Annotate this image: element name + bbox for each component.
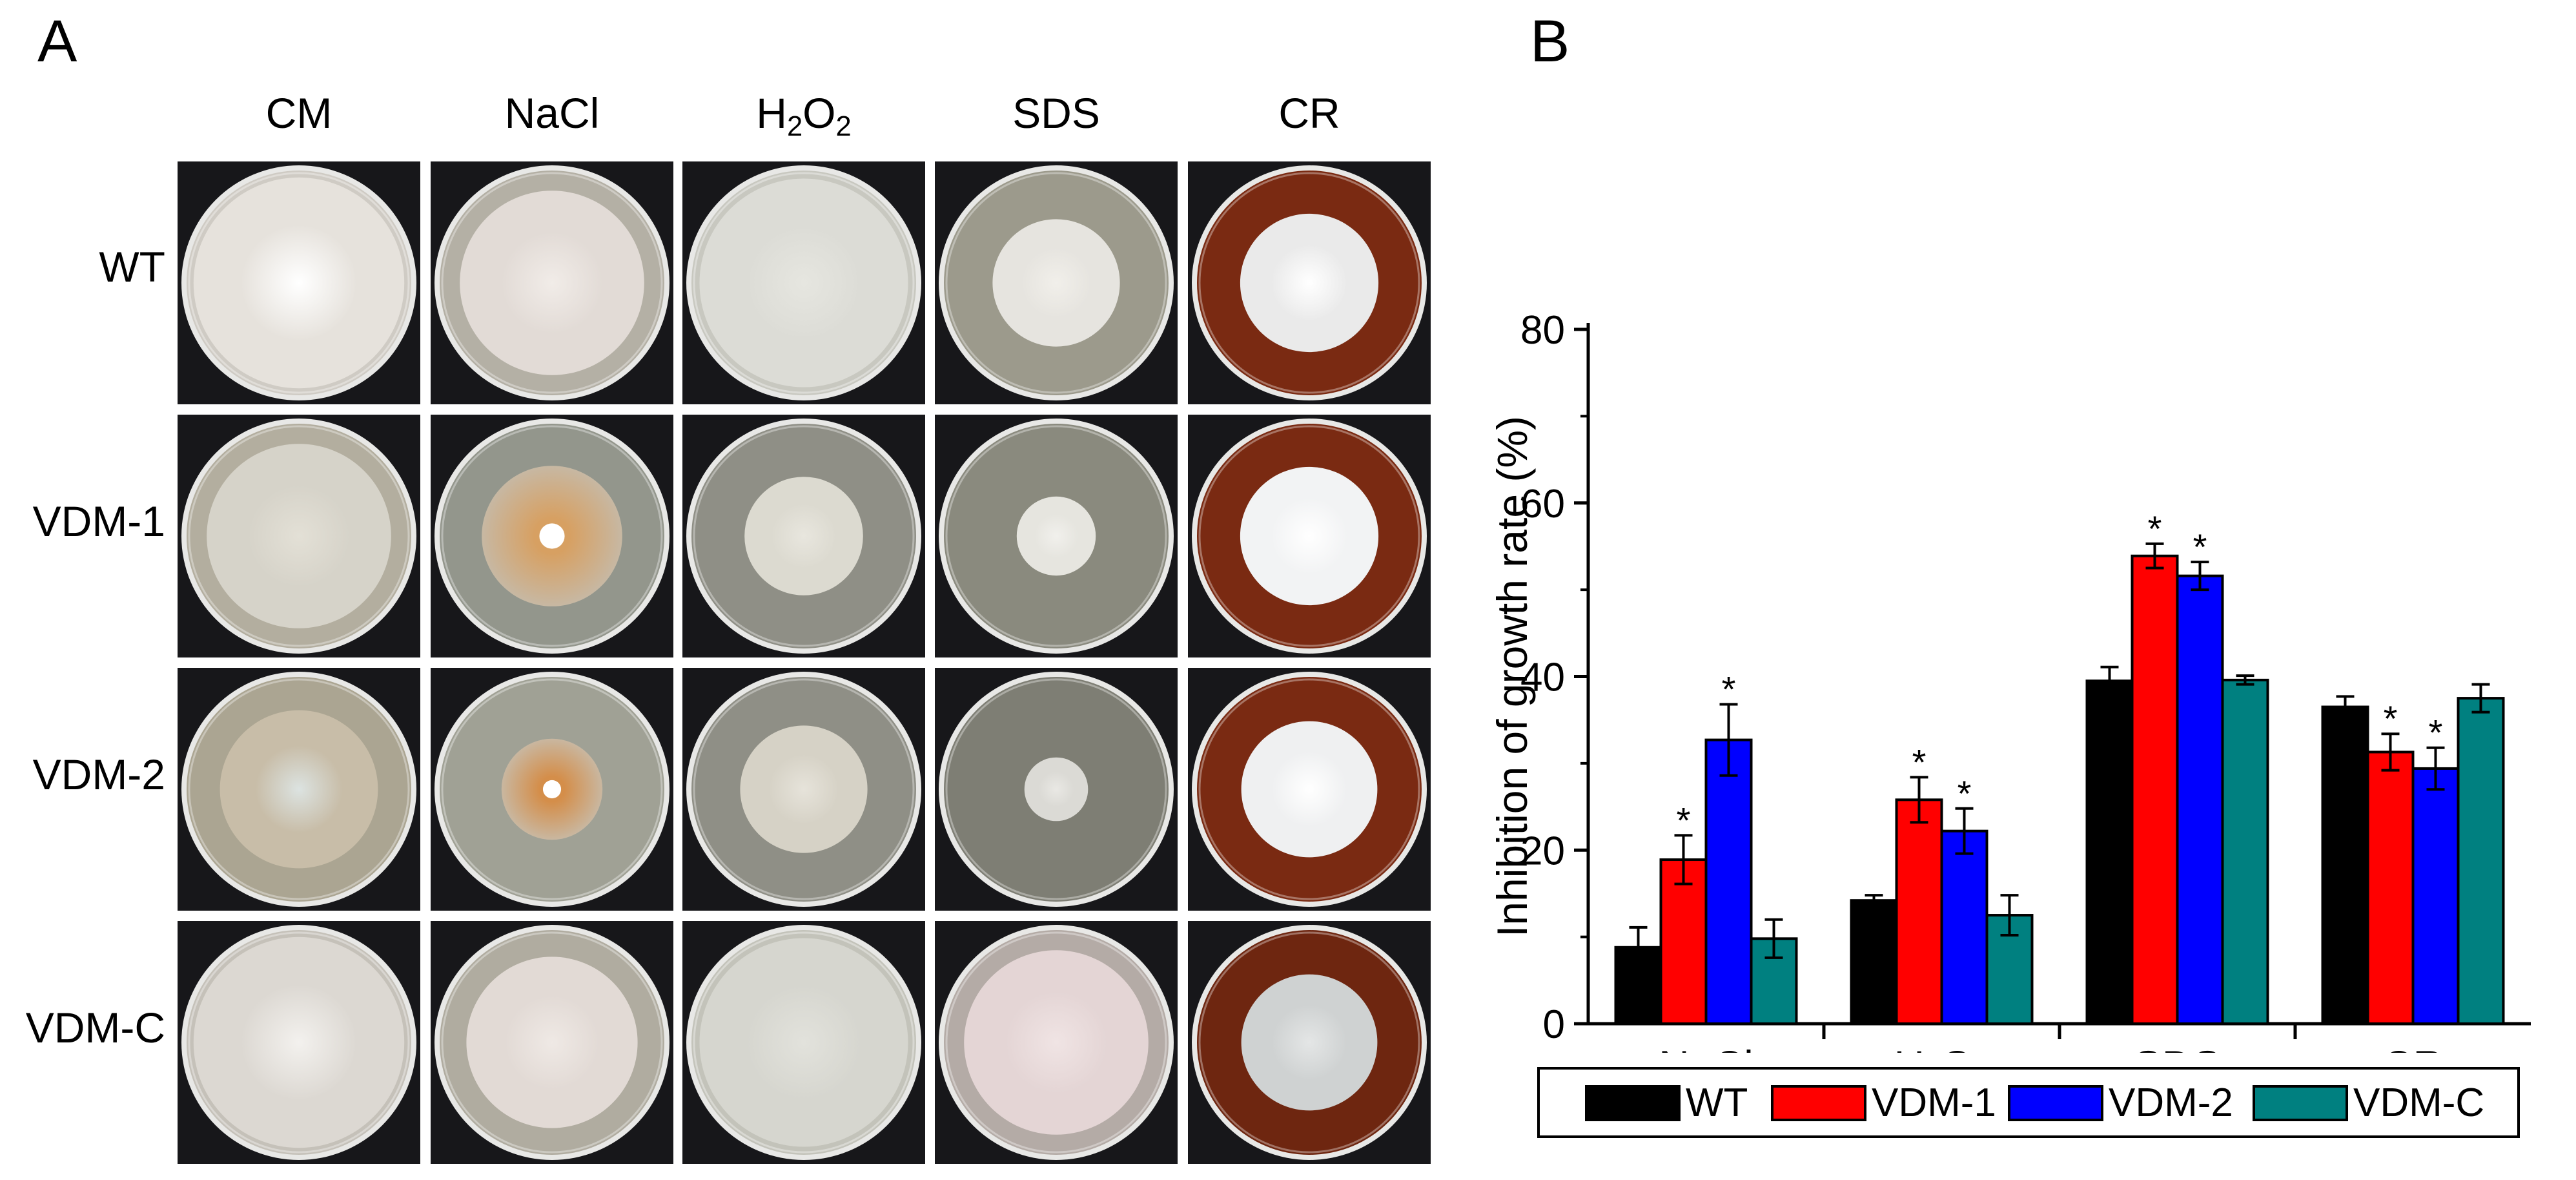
bar-wt-2: [2085, 679, 2134, 1025]
legend-label-vdm-c: VDM-C: [2353, 1081, 2485, 1125]
bar-vdm-c-3: [2457, 697, 2505, 1025]
x-tick-label: H2O2: [1894, 1042, 1990, 1053]
y-tick-label: 20: [1520, 829, 1565, 873]
column-header-cr: CR: [1278, 89, 1340, 137]
significance-mark: *: [1677, 800, 1691, 840]
fungal-colony: [964, 950, 1149, 1135]
plate-vdm-1-cr: [1188, 415, 1431, 657]
chart-legend: WT VDM-1 VDM-2 VDM-C: [1537, 1067, 2520, 1138]
plate-vdm-2-nacl: [431, 668, 673, 911]
growth-inhibition-chart: 0 20 40 60 80 Inhibition of growth rate (%) Na…: [1488, 308, 2531, 1053]
column-header-nacl: NaCl: [504, 89, 600, 137]
y-tick-label: 40: [1520, 656, 1565, 700]
fungal-colony: [744, 477, 863, 595]
legend-item-wt: WT: [1585, 1081, 1748, 1125]
plate-vdm-c-cm: [178, 921, 420, 1164]
panel-b-letter: B: [1530, 8, 1570, 74]
fungal-colony: [1241, 721, 1378, 858]
bar-vdm-1-0: [1659, 858, 1708, 1025]
significance-mark: *: [2193, 526, 2207, 567]
row-label-wt: WT: [99, 243, 165, 291]
bar-vdm-2-3: [2411, 767, 2460, 1025]
column-header-cm: CM: [265, 89, 332, 137]
bar-wt-3: [2321, 705, 2369, 1025]
fungal-colony: [466, 957, 638, 1128]
fungal-colony: [1240, 466, 1379, 606]
plate-vdm-c-sds: [935, 921, 1178, 1164]
bar-wt-1: [1850, 899, 1898, 1025]
fungal-colony: [193, 177, 405, 389]
plate-vdm-2-cr: [1188, 668, 1431, 911]
legend-label-vdm-1: VDM-1: [1872, 1081, 1996, 1125]
plate-vdm-1-sds: [935, 415, 1178, 657]
fungal-colony: [207, 444, 391, 628]
bar-vdm-1-3: [2366, 750, 2415, 1025]
legend-label-vdm-2: VDM-2: [2109, 1081, 2233, 1125]
plate-vdm-1-cm: [178, 415, 420, 657]
row-label-vdm-2: VDM-2: [32, 750, 165, 798]
y-tick-label: 80: [1520, 308, 1565, 353]
legend-item-vdm-1: VDM-1: [1771, 1081, 1996, 1125]
legend-label-wt: WT: [1686, 1081, 1748, 1125]
y-tick-label: 0: [1543, 1002, 1565, 1047]
bar-vdm-2-1: [1940, 829, 1988, 1025]
fungal-colony: [992, 219, 1120, 347]
colony-center: [539, 523, 565, 549]
fungal-colony: [1241, 974, 1378, 1111]
fungal-colony: [193, 937, 405, 1148]
bar-vdm-1-2: [2131, 554, 2179, 1025]
plate-vdm-c-cr: [1188, 921, 1431, 1164]
significance-mark: *: [1722, 669, 1736, 710]
row-label-vdm-c: VDM-C: [25, 1004, 165, 1051]
plate-vdm-1-h2o2: [682, 415, 925, 657]
significance-mark: *: [1958, 773, 1972, 814]
x-tick-label: CR: [2382, 1042, 2444, 1053]
plate-wt-h2o2: [682, 161, 925, 404]
bar-vdm-1-1: [1895, 798, 1943, 1025]
x-tick-label: SDS: [2134, 1042, 2222, 1053]
plate-vdm-c-h2o2: [682, 921, 925, 1164]
column-header-sds: SDS: [1012, 89, 1100, 137]
plate-wt-cm: [178, 161, 420, 404]
fungal-colony: [460, 191, 644, 375]
plate-vdm-2-cm: [178, 668, 420, 911]
y-tick-label: 60: [1520, 482, 1565, 526]
fungal-colony: [699, 178, 908, 388]
legend-swatch-vdm-c: [2253, 1085, 2348, 1121]
column-header-h2o2: H2O2: [756, 89, 852, 143]
significance-mark: *: [2148, 508, 2162, 549]
fungal-colony: [740, 725, 868, 853]
fungal-colony: [699, 938, 908, 1147]
y-axis-title: Inhibition of growth rate (%): [1488, 416, 1536, 937]
plate-vdm-2-sds: [935, 668, 1178, 911]
panel-a-letter: A: [37, 8, 77, 74]
plate-wt-cr: [1188, 161, 1431, 404]
legend-swatch-wt: [1585, 1085, 1681, 1121]
plate-wt-sds: [935, 161, 1178, 404]
fungal-colony: [1016, 496, 1096, 576]
significance-mark: *: [2429, 712, 2443, 753]
colony-center: [542, 780, 562, 799]
legend-swatch-vdm-1: [1771, 1085, 1866, 1121]
bar-vdm-2-0: [1704, 738, 1753, 1025]
fungal-colony: [220, 710, 378, 869]
plate-vdm-2-h2o2: [682, 668, 925, 911]
legend-item-vdm-2: VDM-2: [2008, 1081, 2233, 1125]
legend-swatch-vdm-2: [2008, 1085, 2103, 1121]
plate-vdm-1-nacl: [431, 415, 673, 657]
bar-vdm-c-2: [2221, 678, 2269, 1025]
x-tick-label: NaCl: [1659, 1042, 1753, 1053]
bar-vdm-c-1: [1985, 914, 2034, 1025]
plate-vdm-c-nacl: [431, 921, 673, 1164]
fungal-colony: [1024, 757, 1089, 822]
significance-mark: *: [2384, 698, 2398, 739]
row-label-vdm-1: VDM-1: [32, 497, 165, 545]
legend-item-vdm-c: VDM-C: [2253, 1081, 2485, 1125]
plate-wt-nacl: [431, 161, 673, 404]
fungal-colony: [1240, 213, 1379, 353]
bar-vdm-2-2: [2176, 574, 2224, 1025]
significance-mark: *: [1912, 741, 1927, 782]
